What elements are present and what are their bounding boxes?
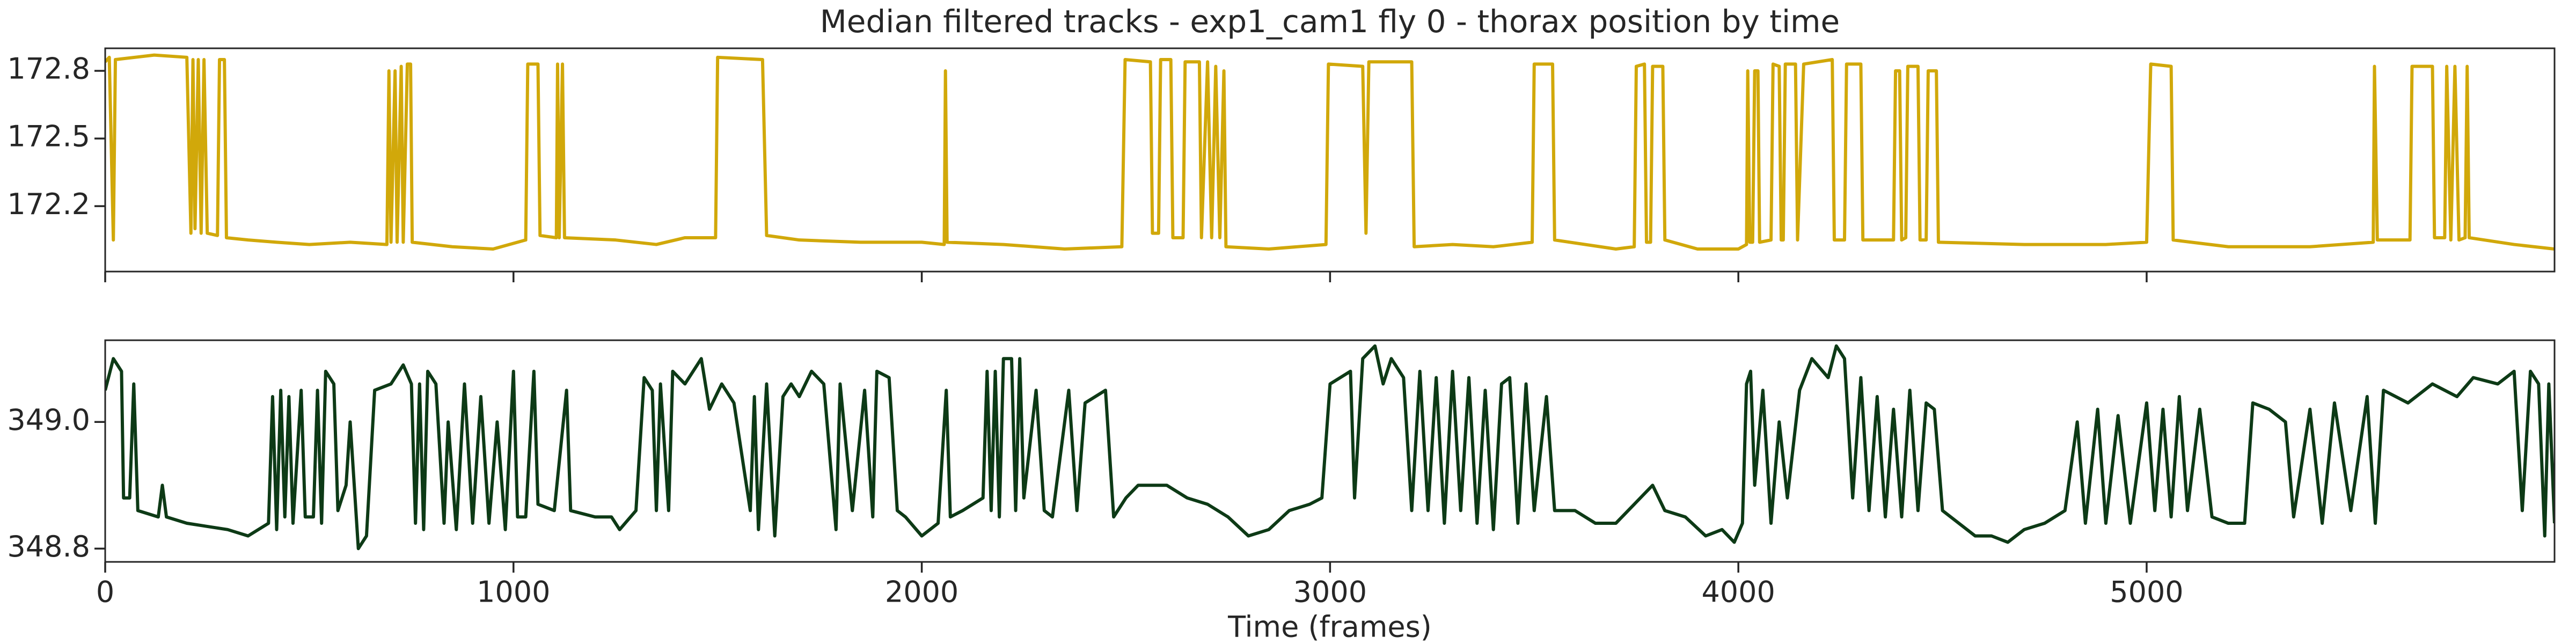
x-tick-label: 1000 (477, 575, 550, 609)
axes-frame (104, 339, 2556, 563)
x-tick-label: 3000 (1293, 575, 1367, 609)
data-line (105, 53, 2555, 251)
axes-frame (104, 47, 2556, 273)
x-tick-label: 0 (96, 575, 114, 609)
chart-title: Median filtered tracks - exp1_cam1 fly 0… (820, 3, 1840, 40)
y-tick-label: 172.8 (7, 52, 90, 86)
y-tick-label: 172.2 (7, 187, 90, 221)
y-tick-label: 172.5 (7, 120, 90, 153)
data-line (105, 344, 2555, 551)
y-tick-label: 348.8 (7, 530, 90, 564)
x-tick-label: 2000 (885, 575, 958, 609)
x-tick-label: 5000 (2110, 575, 2183, 609)
x-axis-label: Time (frames) (1227, 610, 1432, 644)
y-tick-label: 349.0 (7, 403, 90, 437)
x-tick-label: 4000 (1701, 575, 1775, 609)
